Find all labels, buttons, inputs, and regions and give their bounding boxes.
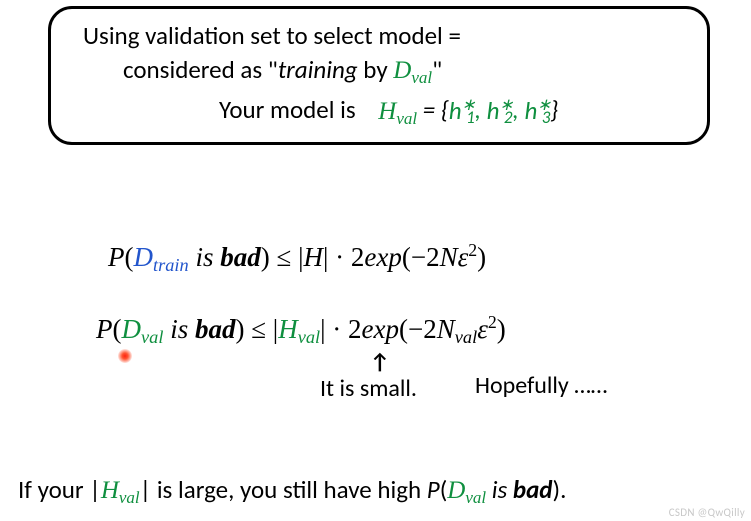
sub-val: val xyxy=(411,68,432,87)
box-line3: Your model is Hval = {h∗1, h∗2, h∗3} xyxy=(219,93,689,130)
letter-H: H xyxy=(303,242,323,272)
is: is xyxy=(163,314,195,344)
D-val: Dval xyxy=(122,314,164,344)
P: P xyxy=(108,242,125,272)
eq-open: = { xyxy=(423,95,449,126)
letter-H: H xyxy=(278,314,298,344)
two: 2 xyxy=(423,314,437,344)
cdot: · xyxy=(328,242,351,272)
t: by xyxy=(358,54,394,85)
training-word: training xyxy=(278,54,358,85)
watermark: CSDN @QwQilly xyxy=(669,506,745,519)
letter-H: H xyxy=(101,477,119,504)
two: 2 xyxy=(348,314,362,344)
close: ) xyxy=(497,314,506,344)
sub-val: val xyxy=(455,327,477,347)
letter-D: D xyxy=(447,477,465,504)
exp: exp xyxy=(364,242,401,272)
period: . xyxy=(560,474,566,505)
inequality-train: P(Dtrain is bad) ≤ |H| · 2exp(−2Nε2) xyxy=(108,240,486,276)
letter-h: h xyxy=(524,95,537,126)
laser-pointer-icon xyxy=(118,349,132,363)
epsilon: ε xyxy=(458,242,469,272)
caption-small: It is small. xyxy=(320,374,417,403)
sub-train: train xyxy=(153,255,189,275)
D-val: Dval xyxy=(447,477,486,504)
N-val: Nval xyxy=(437,314,477,344)
P: P xyxy=(427,474,440,505)
letter-h: h xyxy=(487,95,500,126)
two: 2 xyxy=(426,242,440,272)
caption-hopefully: Hopefully …… xyxy=(475,371,607,400)
le: ≤ xyxy=(270,242,298,272)
letter-H: H xyxy=(378,98,396,125)
sq: 2 xyxy=(468,240,477,260)
H-val: Hval xyxy=(101,477,140,504)
sub-1: 1 xyxy=(466,107,475,128)
sub-2: 2 xyxy=(504,107,513,128)
open: ( xyxy=(125,242,134,272)
sub-val: val xyxy=(396,108,417,127)
is: is xyxy=(189,242,221,272)
h1: h∗1 xyxy=(449,95,475,126)
D-train: Dtrain xyxy=(134,242,189,272)
comma: , xyxy=(513,95,525,126)
bad: bad xyxy=(220,242,261,272)
N: N xyxy=(440,242,458,272)
open: ( xyxy=(113,314,122,344)
N: N xyxy=(437,314,455,344)
box-line1: Using validation set to select model = xyxy=(83,19,689,53)
sub-val: val xyxy=(298,327,320,347)
t: Your model is xyxy=(219,95,356,126)
t: considered as " xyxy=(123,54,278,85)
box-line2: considered as "training by Dval" xyxy=(123,53,689,90)
epsilon: ε xyxy=(477,314,488,344)
sub-val: val xyxy=(465,488,486,507)
sub-val: val xyxy=(119,488,140,507)
exp: exp xyxy=(362,314,399,344)
close: ) xyxy=(261,242,270,272)
h3: h∗3 xyxy=(524,95,550,126)
D-val: Dval xyxy=(393,57,432,84)
letter-D: D xyxy=(122,314,142,344)
explainer-box: Using validation set to select model = c… xyxy=(48,6,710,145)
cdot: · xyxy=(326,314,349,344)
sub-val: val xyxy=(141,327,163,347)
letter-D: D xyxy=(393,57,411,84)
sq: 2 xyxy=(488,312,497,332)
bad: bad xyxy=(195,314,236,344)
t: " xyxy=(432,54,442,85)
close: ) xyxy=(477,242,486,272)
up-arrow-icon: ↑ xyxy=(370,348,390,375)
close-brace: } xyxy=(550,95,558,126)
H-val: Hval xyxy=(278,314,320,344)
close: ) xyxy=(553,474,561,505)
t: If your | xyxy=(18,474,101,505)
conclusion-line: If your |Hval| is large, you still have … xyxy=(18,474,566,508)
open: ( xyxy=(402,242,411,272)
letter-h: h xyxy=(449,95,462,126)
comma: , xyxy=(475,95,487,126)
letter-D: D xyxy=(134,242,154,272)
bad: bad xyxy=(513,474,553,505)
le: ≤ xyxy=(244,314,272,344)
minus: − xyxy=(411,242,426,272)
two: 2 xyxy=(351,242,365,272)
inequality-val: P(Dval is bad) ≤ |Hval| · 2exp(−2Nvalε2) xyxy=(96,312,506,348)
H-val: Hval xyxy=(378,98,417,125)
t: | is large, you still have high xyxy=(140,474,427,505)
open: ( xyxy=(399,314,408,344)
h2: h∗2 xyxy=(487,95,513,126)
is: is xyxy=(486,474,513,505)
minus: − xyxy=(408,314,423,344)
P: P xyxy=(96,314,113,344)
